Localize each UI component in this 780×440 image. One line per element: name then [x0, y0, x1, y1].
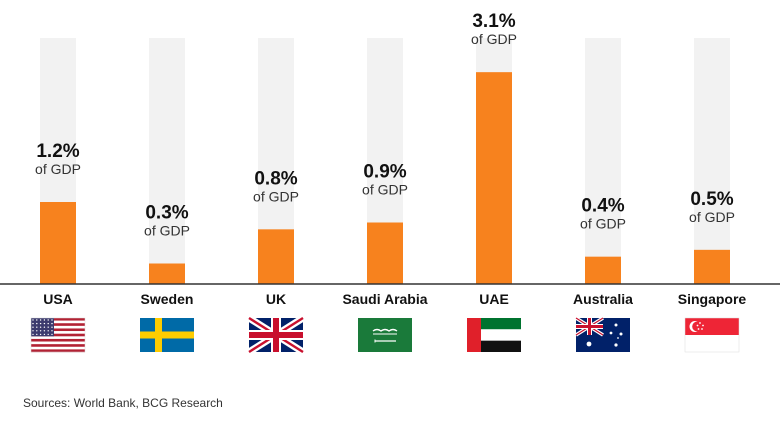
- singapore-flag-icon: [684, 317, 740, 353]
- track-australia: [585, 38, 621, 284]
- unit-label-uae: of GDP: [471, 31, 517, 47]
- usa-flag-icon: [30, 317, 86, 353]
- unit-label-saudi-arabia: of GDP: [362, 182, 408, 198]
- bar-australia: [585, 256, 621, 284]
- track-sweden: [149, 38, 185, 284]
- unit-label-usa: of GDP: [35, 161, 81, 177]
- category-label-australia: Australia: [573, 291, 633, 307]
- unit-label-uk: of GDP: [253, 188, 299, 204]
- value-label-uae: 3.1%: [472, 11, 515, 32]
- category-label-uk: UK: [266, 291, 286, 307]
- bar-usa: [40, 202, 76, 284]
- uk-flag-icon: [247, 315, 305, 355]
- value-label-saudi-arabia: 0.9%: [363, 162, 406, 183]
- value-label-sweden: 0.3%: [145, 203, 188, 224]
- value-label-uk: 0.8%: [254, 168, 297, 189]
- unit-label-australia: of GDP: [580, 216, 626, 232]
- bar-singapore: [694, 249, 730, 284]
- sweden-flag-icon: [140, 318, 194, 352]
- bar-sweden: [149, 263, 185, 284]
- flags: [30, 315, 740, 355]
- source-note: Sources: World Bank, BCG Research: [23, 396, 223, 410]
- bar-saudi-arabia: [367, 222, 403, 284]
- uae-flag-icon: [467, 318, 521, 352]
- bar-uk: [258, 229, 294, 284]
- category-label-usa: USA: [43, 291, 73, 307]
- category-label-sweden: Sweden: [141, 291, 194, 307]
- bars: [40, 72, 730, 285]
- unit-label-sweden: of GDP: [144, 223, 190, 239]
- value-label-singapore: 0.5%: [690, 189, 733, 210]
- unit-label-singapore: of GDP: [689, 209, 735, 225]
- category-labels: USA Sweden UK Saudi Arabia UAE Australia Singa…: [43, 291, 746, 307]
- value-label-usa: 1.2%: [36, 141, 79, 162]
- value-label-australia: 0.4%: [581, 196, 624, 217]
- bar-uae: [476, 72, 512, 285]
- category-label-uae: UAE: [479, 291, 509, 307]
- saudi-arabia-flag-icon: [358, 318, 412, 352]
- australia-flag-icon: [575, 316, 630, 352]
- category-label-singapore: Singapore: [678, 291, 747, 307]
- track-singapore: [694, 38, 730, 284]
- category-label-saudi-arabia: Saudi Arabia: [342, 291, 427, 307]
